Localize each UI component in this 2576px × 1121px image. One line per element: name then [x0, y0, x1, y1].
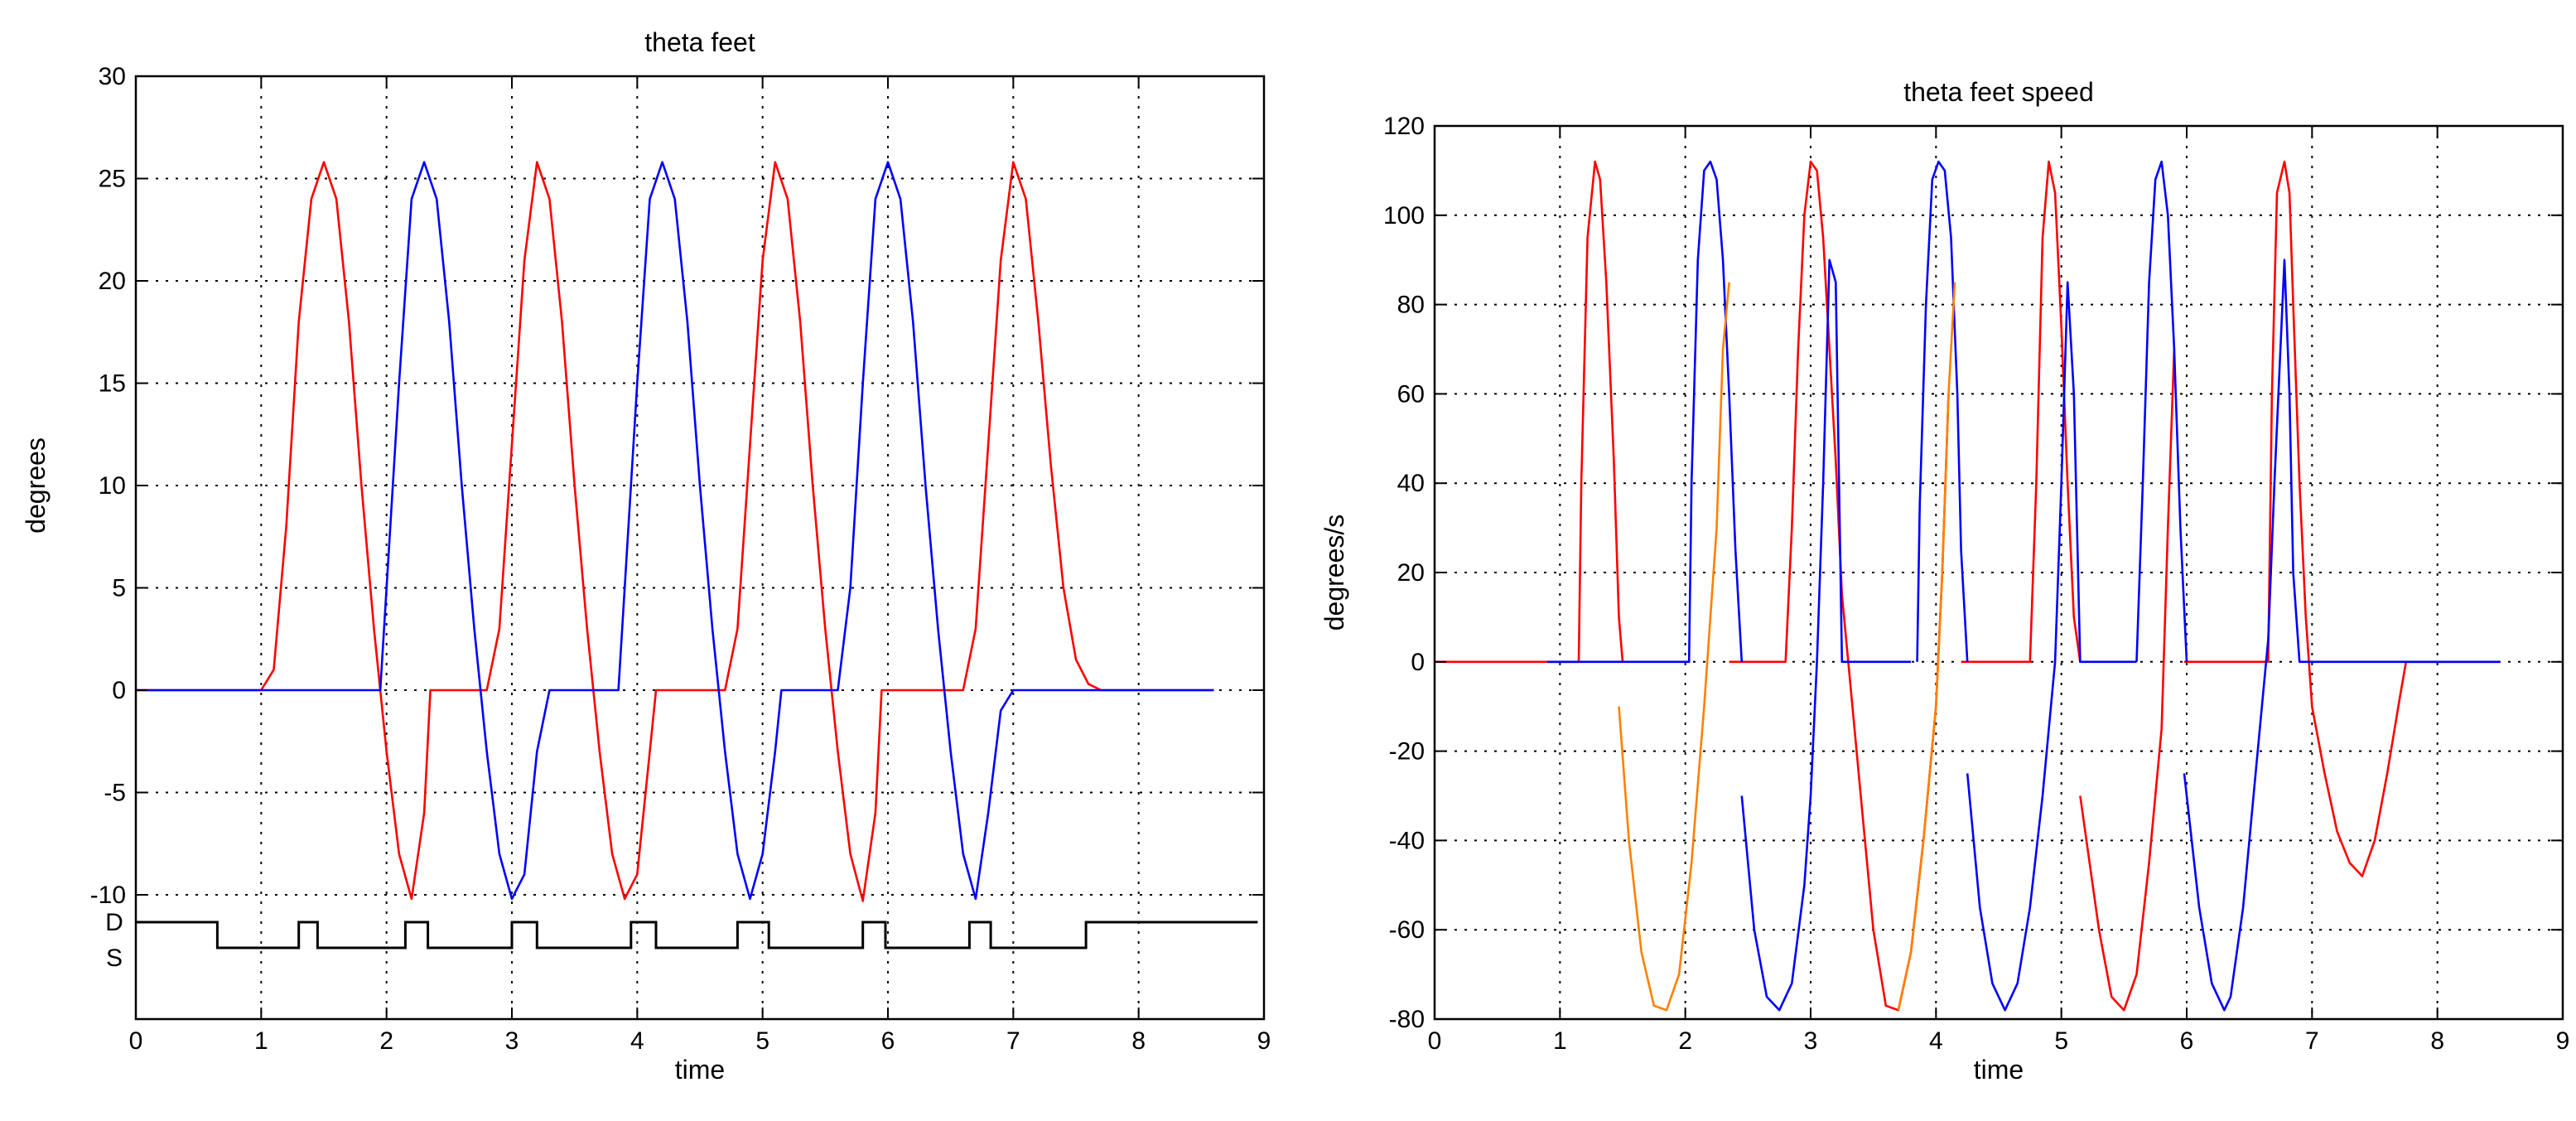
y-tick-label: 20 — [99, 268, 126, 295]
y-tick-label: 25 — [99, 166, 126, 193]
x-tick-label: 1 — [1553, 1027, 1567, 1055]
series-2-line-0 — [1618, 282, 1730, 1012]
y-axis-label: degrees — [21, 437, 51, 534]
gridlines — [136, 76, 1264, 1019]
chart-title: theta feet — [644, 27, 755, 57]
series-1-line-4 — [2135, 160, 2188, 662]
axis-ticks — [135, 75, 1265, 1019]
ds-step-line — [136, 920, 1258, 949]
series-1-line-3 — [1966, 281, 2137, 1012]
series-layer — [136, 161, 1214, 902]
x-tick-label: 7 — [1006, 1027, 1020, 1055]
x-tick-label: 4 — [1929, 1027, 1943, 1055]
y-tick-label: 0 — [112, 677, 126, 704]
chart-title: theta feet speed — [1903, 77, 2094, 107]
ds-indicator — [136, 920, 1258, 949]
axis-ticks — [1434, 125, 2564, 1020]
x-tick-label: 2 — [1678, 1027, 1692, 1055]
series-2-line-1 — [1897, 282, 1956, 1011]
x-axis-label: time — [1974, 1055, 2024, 1085]
series-0-line-1 — [1729, 160, 1850, 664]
x-tick-label: 7 — [2305, 1027, 2319, 1055]
y-tick-label: -60 — [1389, 916, 1425, 944]
series-layer — [1435, 160, 2501, 1012]
y-tick-label: -20 — [1389, 738, 1425, 766]
ds-label-d: D — [105, 909, 123, 936]
series-0-line-0 — [1435, 160, 1624, 664]
y-tick-label: -80 — [1389, 1006, 1425, 1033]
y-tick-label: 5 — [112, 575, 126, 602]
x-tick-label: 2 — [379, 1027, 393, 1055]
chart-theta-feet: 0 1 2 3 4 5 6 7 8 9 30 25 20 15 10 5 0 -5 -10 theta feet t… — [21, 27, 1271, 1085]
x-tick-label: 4 — [630, 1027, 644, 1055]
x-tick-label: 6 — [881, 1027, 895, 1055]
y-tick-label: -40 — [1389, 827, 1425, 854]
tick-labels: 0 1 2 3 4 5 6 7 8 9 30 25 20 15 10 5 0 -5 -10 — [90, 63, 1271, 1055]
x-tick-label: 3 — [505, 1027, 519, 1055]
x-tick-label: 5 — [2054, 1027, 2068, 1055]
tick-labels: 0 1 2 3 4 5 6 7 8 9 120 100 80 60 40 20 0 -20 -40 -60 -80 — [1383, 113, 2569, 1055]
x-tick-label: 3 — [1804, 1027, 1818, 1055]
series-1-line-0 — [136, 161, 1214, 901]
x-axis-label: time — [675, 1055, 725, 1085]
series-1-line-0 — [1547, 160, 1744, 664]
x-tick-label: 8 — [1131, 1027, 1146, 1055]
series-0-line-5 — [2184, 160, 2501, 877]
y-tick-label: 40 — [1397, 470, 1425, 497]
x-tick-label: 6 — [2180, 1027, 2194, 1055]
ds-label-s: S — [106, 945, 123, 972]
y-tick-label: 20 — [1397, 559, 1425, 587]
x-tick-label: 0 — [129, 1027, 143, 1055]
series-0-line-4 — [2079, 349, 2176, 1012]
y-tick-label: 60 — [1397, 380, 1425, 408]
y-tick-label: 100 — [1383, 202, 1425, 230]
y-tick-label: -5 — [104, 780, 126, 807]
y-axis-label: degrees/s — [1319, 515, 1349, 631]
x-tick-label: 9 — [2556, 1027, 2570, 1055]
y-tick-label: 30 — [99, 63, 126, 90]
x-tick-label: 0 — [1428, 1027, 1442, 1055]
series-1-line-2 — [1916, 160, 1969, 662]
series-1-line-1 — [1740, 259, 1912, 1012]
chart-theta-feet-speed: 0 1 2 3 4 5 6 7 8 9 120 100 80 60 40 20 0 -20 -40 -60 -80 th… — [1319, 77, 2569, 1085]
series-0-line-0 — [136, 161, 1214, 902]
y-tick-label: 80 — [1397, 292, 1425, 319]
series-0-line-2 — [1847, 394, 1950, 1012]
series-0-line-3 — [1961, 160, 2082, 664]
y-tick-label: -10 — [90, 882, 126, 909]
x-tick-label: 8 — [2430, 1027, 2444, 1055]
y-tick-label: 10 — [99, 472, 126, 500]
x-tick-label: 9 — [1257, 1027, 1271, 1055]
plot-frame — [134, 75, 1266, 1021]
x-tick-label: 5 — [755, 1027, 769, 1055]
y-tick-label: 15 — [99, 370, 126, 398]
series-1-line-5 — [2183, 259, 2501, 1012]
gridlines — [1435, 126, 2563, 1019]
x-tick-label: 1 — [254, 1027, 268, 1055]
y-tick-label: 0 — [1411, 649, 1425, 676]
y-tick-label: 120 — [1383, 113, 1425, 140]
